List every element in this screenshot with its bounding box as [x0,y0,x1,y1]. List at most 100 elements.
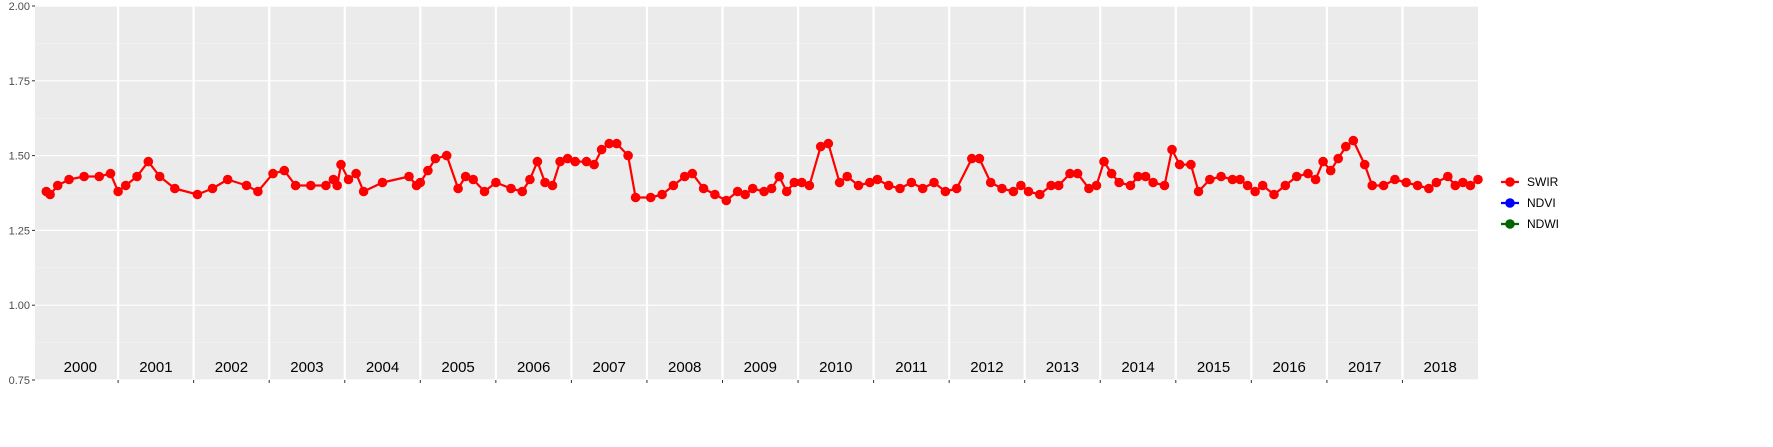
data-point-swir [872,174,883,185]
data-point-swir [1125,180,1136,191]
data-point-swir [192,189,203,200]
data-point-swir [804,180,815,191]
data-point-swir [170,183,180,194]
data-point-swir [1114,177,1124,188]
data-point-swir [525,174,535,185]
data-point-swir [506,183,516,194]
data-point-swir [1443,171,1453,182]
data-point-swir [1046,180,1056,191]
data-point-swir [332,180,343,191]
year-label: 2014 [1121,359,1154,376]
data-point-swir [589,159,599,170]
data-point-swir [985,177,996,188]
year-label: 2004 [366,359,399,376]
data-point-swir [1099,156,1109,167]
data-point-swir [698,183,709,194]
data-point-swir [657,189,667,200]
data-point-swir [967,153,977,164]
data-point-swir [562,153,573,164]
data-point-swir [645,192,656,203]
year-label: 2015 [1197,359,1230,376]
data-point-swir [468,174,479,185]
data-point-swir [721,195,732,206]
year-label: 2008 [668,359,701,376]
data-point-swir [895,183,905,194]
data-point-swir [1325,165,1336,176]
data-point-swir [1465,180,1476,191]
data-point-swir [1205,174,1215,185]
data-point-swir [917,183,928,194]
year-label: 2018 [1424,359,1457,376]
data-point-swir [1174,159,1185,170]
data-point-swir [834,177,845,188]
year-label: 2000 [64,359,97,376]
data-point-swir [268,168,278,179]
data-point-swir [1341,141,1351,152]
year-label: 2016 [1272,359,1305,376]
data-point-swir [997,183,1007,194]
data-point-swir [766,183,777,194]
year-label: 2017 [1348,359,1381,376]
data-point-swir [453,183,463,194]
data-point-swir [1235,174,1245,185]
data-point-swir [679,171,690,182]
data-point-swir [883,180,894,191]
data-point-swir [1257,180,1268,191]
y-tick-label: 1.25 [9,225,30,237]
data-point-swir [1250,186,1260,197]
data-point-swir [154,171,165,182]
data-point-swir [143,156,154,167]
data-point-swir [687,168,698,179]
data-point-swir [853,180,864,191]
data-point-swir [253,186,263,197]
data-point-swir [279,165,290,176]
data-point-swir [120,180,131,191]
data-point-swir [630,192,641,203]
data-point-swir [1016,180,1026,191]
data-point-swir [64,174,74,185]
data-point-swir [929,177,939,188]
data-point-swir [547,180,558,191]
data-point-swir [113,186,123,197]
data-point-swir [1242,180,1253,191]
year-label: 2011 [895,359,927,376]
data-point-swir [336,159,346,170]
data-point-swir [377,177,388,188]
data-point-swir [1035,189,1045,200]
data-point-swir [1431,177,1442,188]
data-point-swir [1458,177,1468,188]
data-point-swir [668,180,679,191]
data-point-swir [596,144,607,155]
data-point-swir [415,177,426,188]
data-point-swir [1390,174,1400,185]
data-point-swir [351,168,361,179]
data-point-swir [45,189,55,200]
year-label: 2001 [139,359,172,376]
legend-key-dot [1505,177,1515,187]
data-point-swir [611,138,622,149]
data-point-swir [1378,180,1389,191]
data-point-swir [732,186,743,197]
data-point-swir [604,138,614,149]
legend-label: NDWI [1527,217,1559,231]
year-label: 2007 [592,359,625,376]
data-point-swir [823,138,834,149]
data-point-swir [781,186,792,197]
year-label: 2006 [517,359,550,376]
data-point-swir [79,171,89,182]
y-tick-label: 0.75 [9,375,30,387]
data-point-swir [1072,168,1083,179]
data-point-swir [1303,168,1313,179]
data-point-swir [1333,153,1343,164]
year-label: 2012 [970,359,1003,376]
data-point-swir [815,141,826,152]
year-label: 2005 [441,359,474,376]
data-point-swir [1216,171,1226,182]
data-point-swir [1148,177,1158,188]
y-tick-label: 1.50 [9,151,30,163]
data-point-swir [1310,174,1321,185]
data-point-swir [842,171,852,182]
data-point-swir [1023,186,1034,197]
